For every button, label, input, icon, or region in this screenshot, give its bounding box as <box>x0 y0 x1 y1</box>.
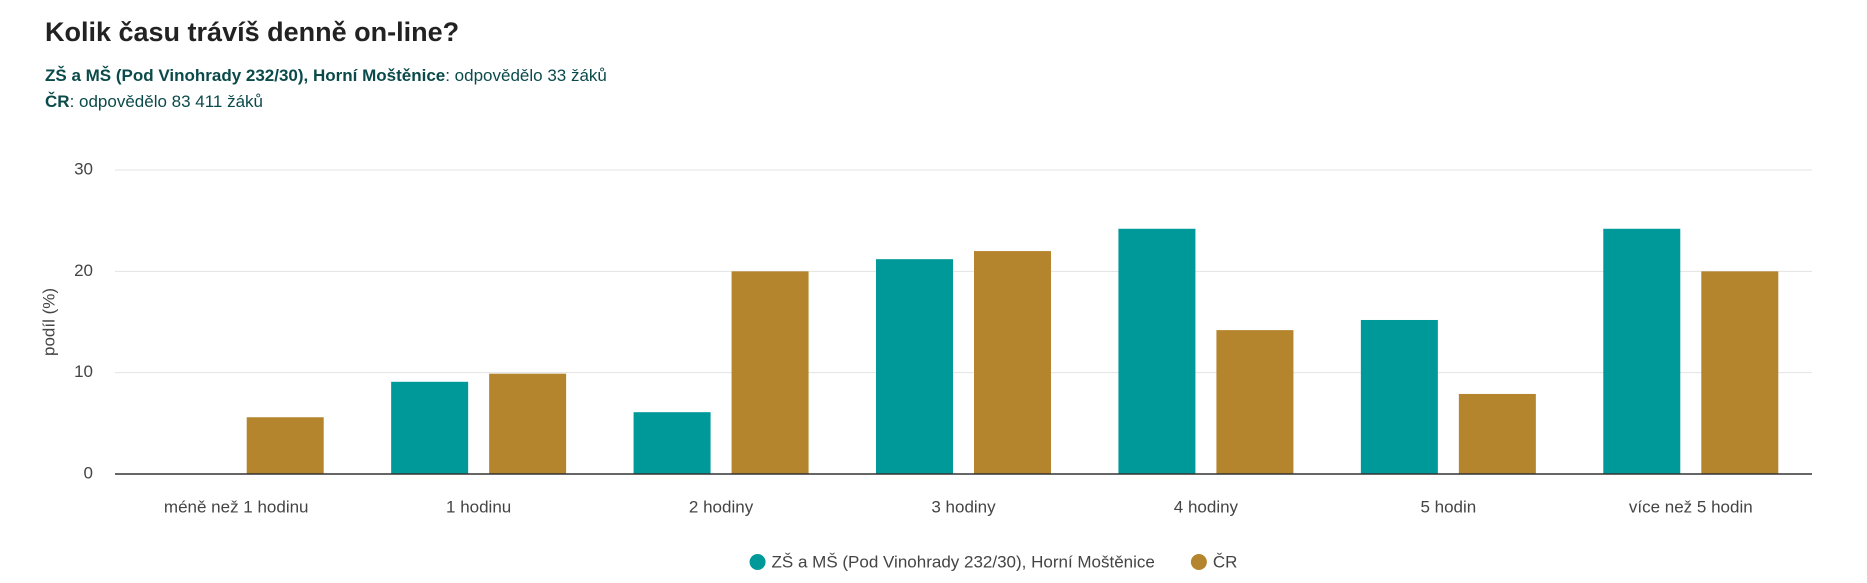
legend-marker <box>749 554 766 570</box>
x-tick-label: méně než 1 hodinu <box>164 497 309 516</box>
subtitle-bold: ČR <box>45 92 70 111</box>
bar <box>633 412 711 474</box>
bar <box>246 417 324 474</box>
bar <box>876 259 953 474</box>
bar <box>1118 228 1196 474</box>
legend-label: ČR <box>1213 552 1238 571</box>
y-axis-label: podíl (%) <box>39 288 58 356</box>
subtitle: ZŠ a MŠ (Pod Vinohrady 232/30), Horní Mo… <box>45 66 607 85</box>
bar <box>1701 271 1779 474</box>
y-tick-label: 20 <box>74 261 93 280</box>
subtitle-bold: ZŠ a MŠ (Pod Vinohrady 232/30), Horní Mo… <box>45 66 445 85</box>
x-tick-label: 4 hodiny <box>1174 497 1239 516</box>
x-tick-label: 2 hodiny <box>689 497 754 516</box>
bar <box>1458 393 1536 474</box>
bar <box>1216 330 1294 474</box>
subtitle-text: : odpovědělo 83 411 žáků <box>70 92 263 111</box>
x-tick-label: více než 5 hodin <box>1629 497 1753 516</box>
x-tick-label: 3 hodiny <box>931 497 996 516</box>
chart-title: Kolik času trávíš denně on-line? <box>45 17 459 47</box>
subtitle-text: : odpovědělo 33 žáků <box>445 66 607 85</box>
y-tick-label: 10 <box>74 362 93 381</box>
y-tick-label: 30 <box>74 159 93 178</box>
x-tick-label: 1 hodinu <box>446 497 511 516</box>
bar <box>1603 228 1681 474</box>
bar <box>391 381 469 474</box>
legend-label: ZŠ a MŠ (Pod Vinohrady 232/30), Horní Mo… <box>772 552 1155 571</box>
bar <box>489 373 567 474</box>
bar <box>974 251 1051 474</box>
y-tick-label: 0 <box>84 463 93 482</box>
bar <box>731 271 809 474</box>
x-tick-label: 5 hodin <box>1420 497 1476 516</box>
bar <box>1360 319 1438 474</box>
subtitle: ČR: odpovědělo 83 411 žáků <box>45 92 263 111</box>
legend-marker <box>1190 554 1207 570</box>
